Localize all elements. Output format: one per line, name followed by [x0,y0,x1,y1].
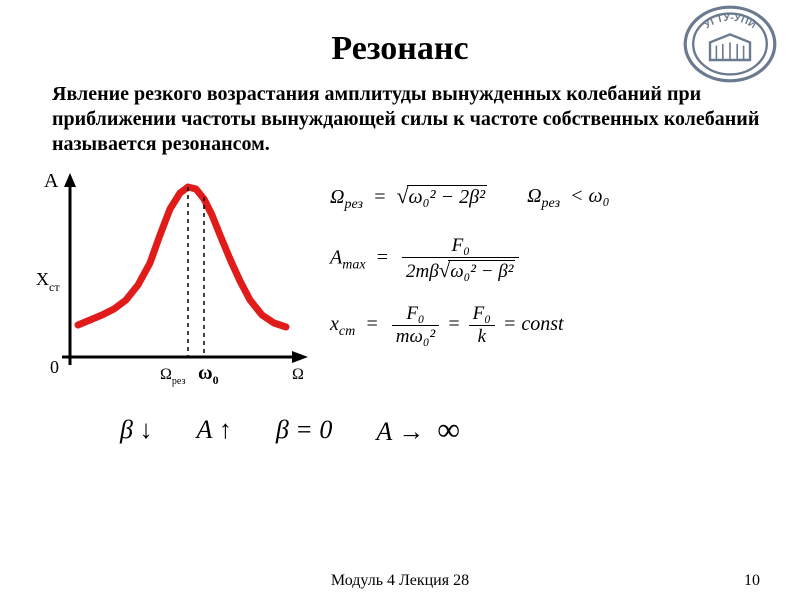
svg-text:Ωрез: Ωрез [160,366,185,387]
slide-number: 10 [744,572,760,590]
tick-omega0: ω [198,362,213,384]
limit-relations: β ↓ A ↑ β = 0 A → ∞ [0,411,800,448]
axis-label-Omega: Ω [292,366,304,383]
svg-text:ω0: ω0 [198,362,219,387]
formula-resonant-frequency: Ωрез = ω₀² − 2β² Ωрез < ω₀ [330,183,780,213]
definition-text: Явление резкого возрастания амплитуды вы… [0,82,800,157]
axis-label-Xst: X [36,269,49,289]
tick-omega-res: Ω [160,366,172,383]
origin-label: 0 [50,357,59,377]
footer-text: Модуль 4 Лекция 28 [0,572,800,590]
axis-label-A: A [44,170,59,192]
resonance-chart: A Xст 0 Ωрез ω0 Ω [30,165,320,405]
university-logo: УГТУ-УПИ [680,4,780,84]
svg-text:Xст: Xст [36,269,60,294]
formula-static-deflection: xст = F₀ mω₀² = F₀ k = const [330,303,780,348]
formula-block: Ωрез = ω₀² − 2β² Ωрез < ω₀ Amax = F₀ 2mβ… [320,165,780,348]
formula-amplitude-max: Amax = F₀ 2mβω₀² − β² [330,235,780,283]
